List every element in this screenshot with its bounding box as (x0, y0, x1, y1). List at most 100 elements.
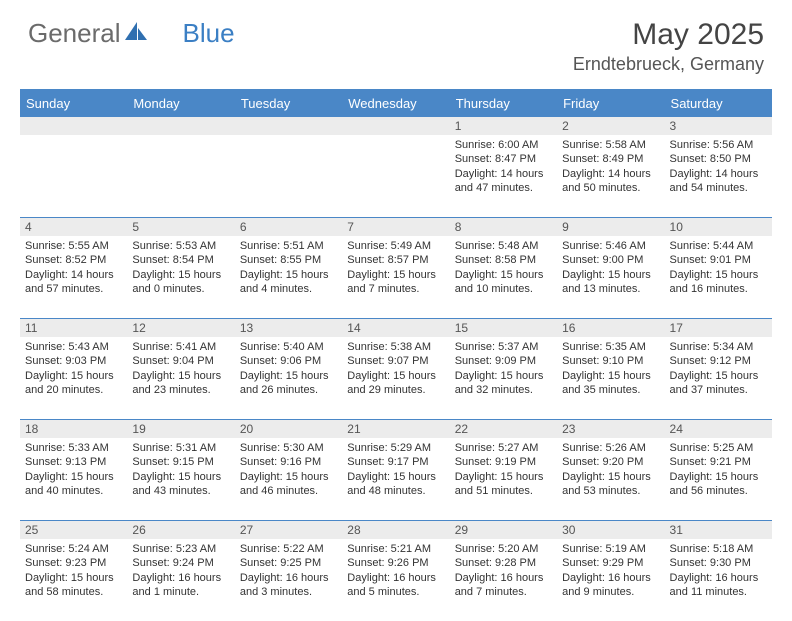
sunrise-text: Sunrise: 5:33 AM (25, 441, 122, 455)
day-number: 31 (665, 521, 772, 539)
sunset-text: Sunset: 9:19 PM (455, 455, 552, 469)
daylight-text: Daylight: 15 hours and 20 minutes. (25, 369, 122, 398)
sunset-text: Sunset: 9:17 PM (347, 455, 444, 469)
sunrise-text: Sunrise: 5:26 AM (562, 441, 659, 455)
sunset-text: Sunset: 9:00 PM (562, 253, 659, 267)
daynum-row: 11121314151617 (20, 318, 772, 337)
daylight-text: Daylight: 15 hours and 32 minutes. (455, 369, 552, 398)
sunset-text: Sunset: 9:23 PM (25, 556, 122, 570)
day-number: 6 (235, 218, 342, 236)
sunset-text: Sunset: 9:13 PM (25, 455, 122, 469)
daylight-text: Daylight: 15 hours and 0 minutes. (132, 268, 229, 297)
daylight-text: Daylight: 14 hours and 54 minutes. (670, 167, 767, 196)
day-cell: Sunrise: 5:38 AMSunset: 9:07 PMDaylight:… (342, 337, 449, 419)
sunset-text: Sunset: 9:07 PM (347, 354, 444, 368)
daylight-text: Daylight: 16 hours and 11 minutes. (670, 571, 767, 600)
daylight-text: Daylight: 15 hours and 13 minutes. (562, 268, 659, 297)
daynum-row: 25262728293031 (20, 520, 772, 539)
sunset-text: Sunset: 9:03 PM (25, 354, 122, 368)
title-block: May 2025 Erndtebrueck, Germany (573, 18, 764, 75)
daylight-text: Daylight: 14 hours and 50 minutes. (562, 167, 659, 196)
sunrise-text: Sunrise: 5:22 AM (240, 542, 337, 556)
daylight-text: Daylight: 15 hours and 7 minutes. (347, 268, 444, 297)
daynum-row: 123 (20, 116, 772, 135)
sunset-text: Sunset: 9:16 PM (240, 455, 337, 469)
sunrise-text: Sunrise: 5:37 AM (455, 340, 552, 354)
daylight-text: Daylight: 15 hours and 40 minutes. (25, 470, 122, 499)
daylight-text: Daylight: 14 hours and 57 minutes. (25, 268, 122, 297)
sunset-text: Sunset: 9:06 PM (240, 354, 337, 368)
logo-text-1: General (28, 18, 121, 49)
sunset-text: Sunset: 9:10 PM (562, 354, 659, 368)
daylight-text: Daylight: 15 hours and 37 minutes. (670, 369, 767, 398)
sunset-text: Sunset: 8:54 PM (132, 253, 229, 267)
sunrise-text: Sunrise: 5:30 AM (240, 441, 337, 455)
day-cell: Sunrise: 5:53 AMSunset: 8:54 PMDaylight:… (127, 236, 234, 318)
day-cell: Sunrise: 5:49 AMSunset: 8:57 PMDaylight:… (342, 236, 449, 318)
day-cell (20, 135, 127, 217)
day-number (20, 117, 127, 135)
sunset-text: Sunset: 8:52 PM (25, 253, 122, 267)
day-cell (235, 135, 342, 217)
day-cell: Sunrise: 5:44 AMSunset: 9:01 PMDaylight:… (665, 236, 772, 318)
day-number: 21 (342, 420, 449, 438)
day-number (235, 117, 342, 135)
sunset-text: Sunset: 9:01 PM (670, 253, 767, 267)
sunrise-text: Sunrise: 5:46 AM (562, 239, 659, 253)
sunset-text: Sunset: 8:55 PM (240, 253, 337, 267)
day-number: 24 (665, 420, 772, 438)
daylight-text: Daylight: 15 hours and 43 minutes. (132, 470, 229, 499)
sunrise-text: Sunrise: 5:20 AM (455, 542, 552, 556)
sunset-text: Sunset: 9:09 PM (455, 354, 552, 368)
sunrise-text: Sunrise: 5:21 AM (347, 542, 444, 556)
daylight-text: Daylight: 15 hours and 10 minutes. (455, 268, 552, 297)
sunset-text: Sunset: 8:58 PM (455, 253, 552, 267)
daylight-text: Daylight: 15 hours and 16 minutes. (670, 268, 767, 297)
week-row: Sunrise: 5:24 AMSunset: 9:23 PMDaylight:… (20, 539, 772, 621)
daylight-text: Daylight: 15 hours and 26 minutes. (240, 369, 337, 398)
day-number: 17 (665, 319, 772, 337)
daynum-row: 18192021222324 (20, 419, 772, 438)
day-number: 14 (342, 319, 449, 337)
daylight-text: Daylight: 15 hours and 29 minutes. (347, 369, 444, 398)
sunset-text: Sunset: 8:57 PM (347, 253, 444, 267)
day-number: 13 (235, 319, 342, 337)
day-number: 30 (557, 521, 664, 539)
day-cell: Sunrise: 5:46 AMSunset: 9:00 PMDaylight:… (557, 236, 664, 318)
day-cell: Sunrise: 5:18 AMSunset: 9:30 PMDaylight:… (665, 539, 772, 621)
day-number: 16 (557, 319, 664, 337)
day-cell: Sunrise: 5:20 AMSunset: 9:28 PMDaylight:… (450, 539, 557, 621)
day-cell: Sunrise: 5:31 AMSunset: 9:15 PMDaylight:… (127, 438, 234, 520)
day-cell: Sunrise: 5:41 AMSunset: 9:04 PMDaylight:… (127, 337, 234, 419)
day-header: Wednesday (342, 91, 449, 116)
sunrise-text: Sunrise: 5:38 AM (347, 340, 444, 354)
day-number: 23 (557, 420, 664, 438)
day-cell: Sunrise: 5:51 AMSunset: 8:55 PMDaylight:… (235, 236, 342, 318)
sunrise-text: Sunrise: 5:29 AM (347, 441, 444, 455)
day-number: 26 (127, 521, 234, 539)
sunrise-text: Sunrise: 5:25 AM (670, 441, 767, 455)
sunset-text: Sunset: 8:49 PM (562, 152, 659, 166)
day-number: 7 (342, 218, 449, 236)
day-number (127, 117, 234, 135)
day-number: 4 (20, 218, 127, 236)
day-number: 5 (127, 218, 234, 236)
day-cell (342, 135, 449, 217)
daylight-text: Daylight: 16 hours and 1 minute. (132, 571, 229, 600)
sunset-text: Sunset: 8:47 PM (455, 152, 552, 166)
day-cell: Sunrise: 5:19 AMSunset: 9:29 PMDaylight:… (557, 539, 664, 621)
daylight-text: Daylight: 15 hours and 46 minutes. (240, 470, 337, 499)
sunrise-text: Sunrise: 5:49 AM (347, 239, 444, 253)
day-cell: Sunrise: 5:56 AMSunset: 8:50 PMDaylight:… (665, 135, 772, 217)
sunrise-text: Sunrise: 5:53 AM (132, 239, 229, 253)
sunset-text: Sunset: 9:12 PM (670, 354, 767, 368)
daylight-text: Daylight: 15 hours and 48 minutes. (347, 470, 444, 499)
sunrise-text: Sunrise: 5:27 AM (455, 441, 552, 455)
logo-text-2: Blue (183, 18, 235, 49)
sunrise-text: Sunrise: 6:00 AM (455, 138, 552, 152)
sunrise-text: Sunrise: 5:56 AM (670, 138, 767, 152)
calendar: SundayMondayTuesdayWednesdayThursdayFrid… (20, 89, 772, 621)
day-cell: Sunrise: 5:55 AMSunset: 8:52 PMDaylight:… (20, 236, 127, 318)
day-number: 10 (665, 218, 772, 236)
day-number: 8 (450, 218, 557, 236)
